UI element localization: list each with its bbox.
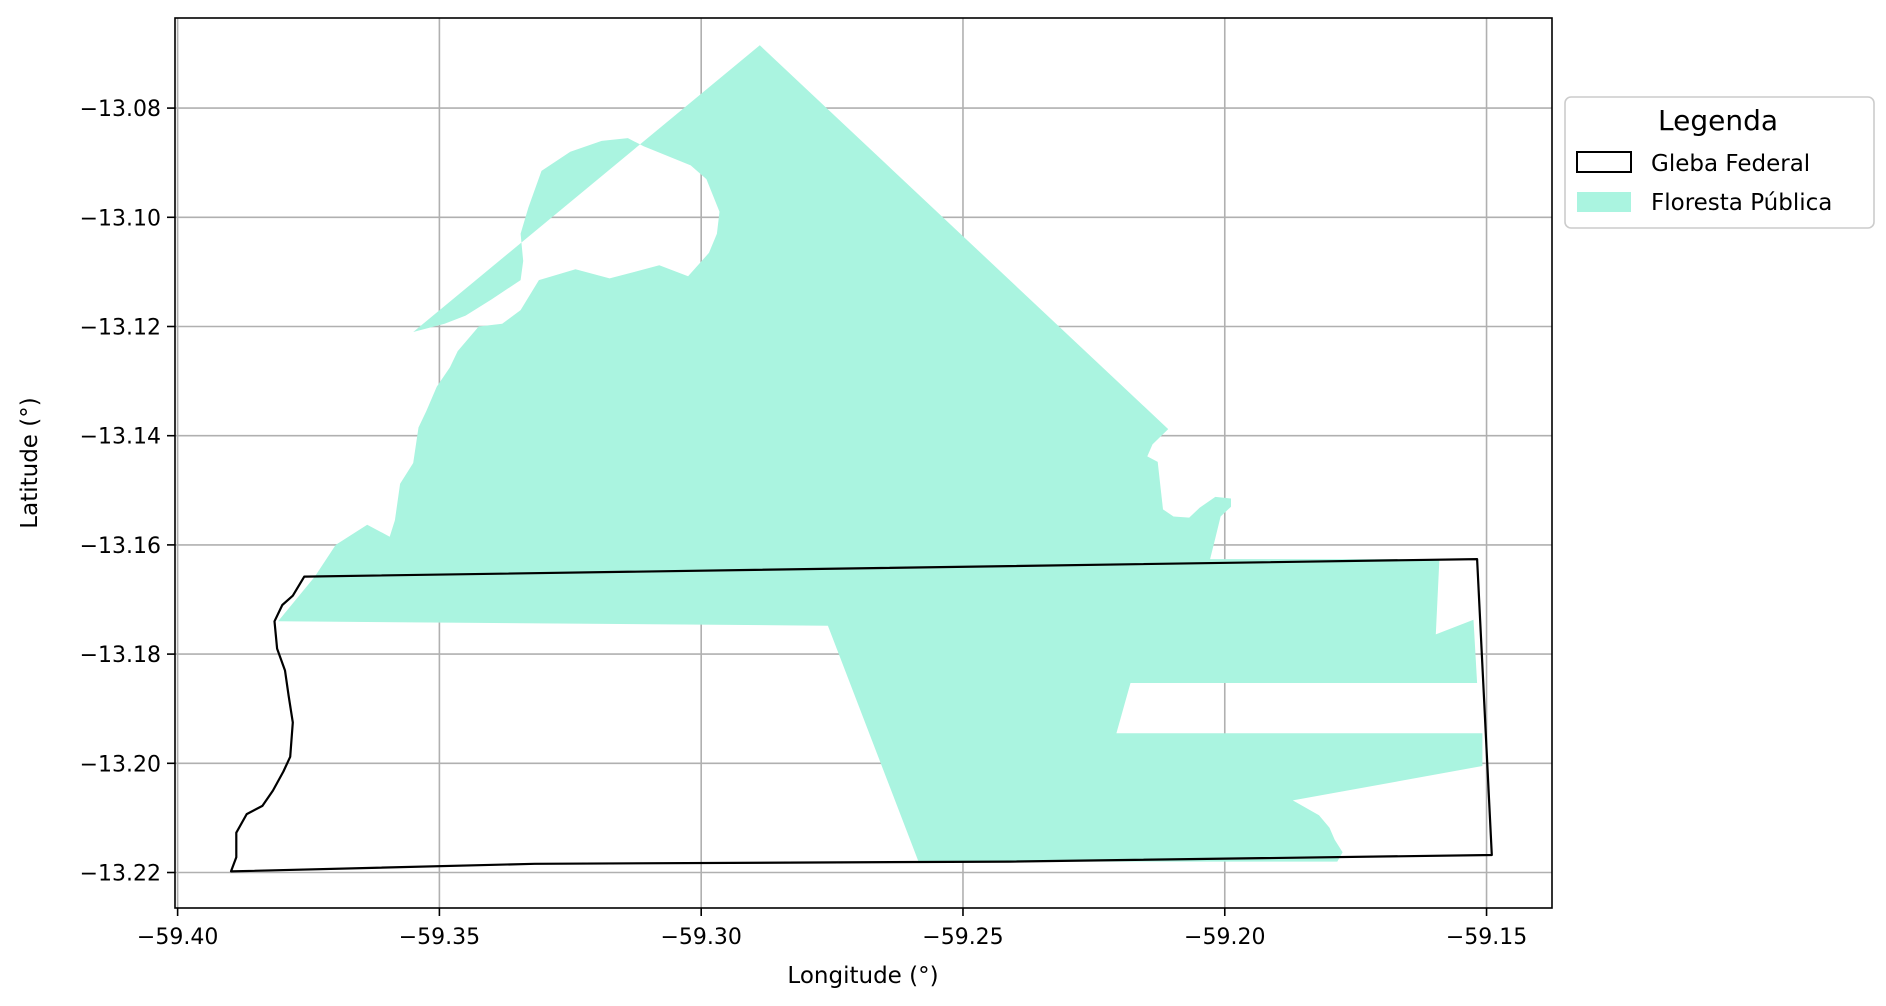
y-tick-label: −13.22 xyxy=(80,862,161,887)
x-axis-ticks: −59.40 −59.35 −59.30 −59.25 −59.20 −59.15 xyxy=(137,908,1527,950)
x-tick-label: −59.35 xyxy=(399,925,480,950)
floresta-publica-polygon xyxy=(278,45,1483,862)
legend-swatch-gleba-federal xyxy=(1576,151,1632,173)
map-layers xyxy=(229,45,1493,873)
x-axis-label: Longitude (°) xyxy=(787,963,938,989)
y-axis-label: Latitude (°) xyxy=(17,397,43,528)
legend-label-gleba-federal: Gleba Federal xyxy=(1651,151,1810,177)
y-tick-label: −13.16 xyxy=(80,534,161,559)
y-tick-label: −13.08 xyxy=(80,97,161,122)
legend: Legenda Gleba Federal Floresta Pública xyxy=(1564,96,1875,229)
y-axis-ticks: −13.08 −13.10 −13.12 −13.14 −13.16 −13.18 −13.… xyxy=(80,97,175,887)
x-tick-label: −59.25 xyxy=(922,925,1003,950)
y-tick-label: −13.14 xyxy=(80,425,161,450)
legend-label-floresta-publica: Floresta Pública xyxy=(1651,190,1832,216)
legend-swatch-floresta-publica xyxy=(1577,192,1631,212)
y-tick-label: −13.10 xyxy=(80,206,161,231)
x-tick-label: −59.30 xyxy=(660,925,741,950)
plot-frame xyxy=(174,17,1553,909)
gleba-federal-polygon xyxy=(229,558,1493,873)
x-tick-label: −59.15 xyxy=(1446,925,1527,950)
legend-title: Legenda xyxy=(1658,104,1778,137)
legend-frame xyxy=(1564,96,1875,229)
y-tick-label: −13.18 xyxy=(80,643,161,668)
x-tick-label: −59.20 xyxy=(1184,925,1265,950)
x-tick-label: −59.40 xyxy=(137,925,218,950)
y-tick-label: −13.20 xyxy=(80,752,161,777)
y-tick-label: −13.12 xyxy=(80,316,161,341)
